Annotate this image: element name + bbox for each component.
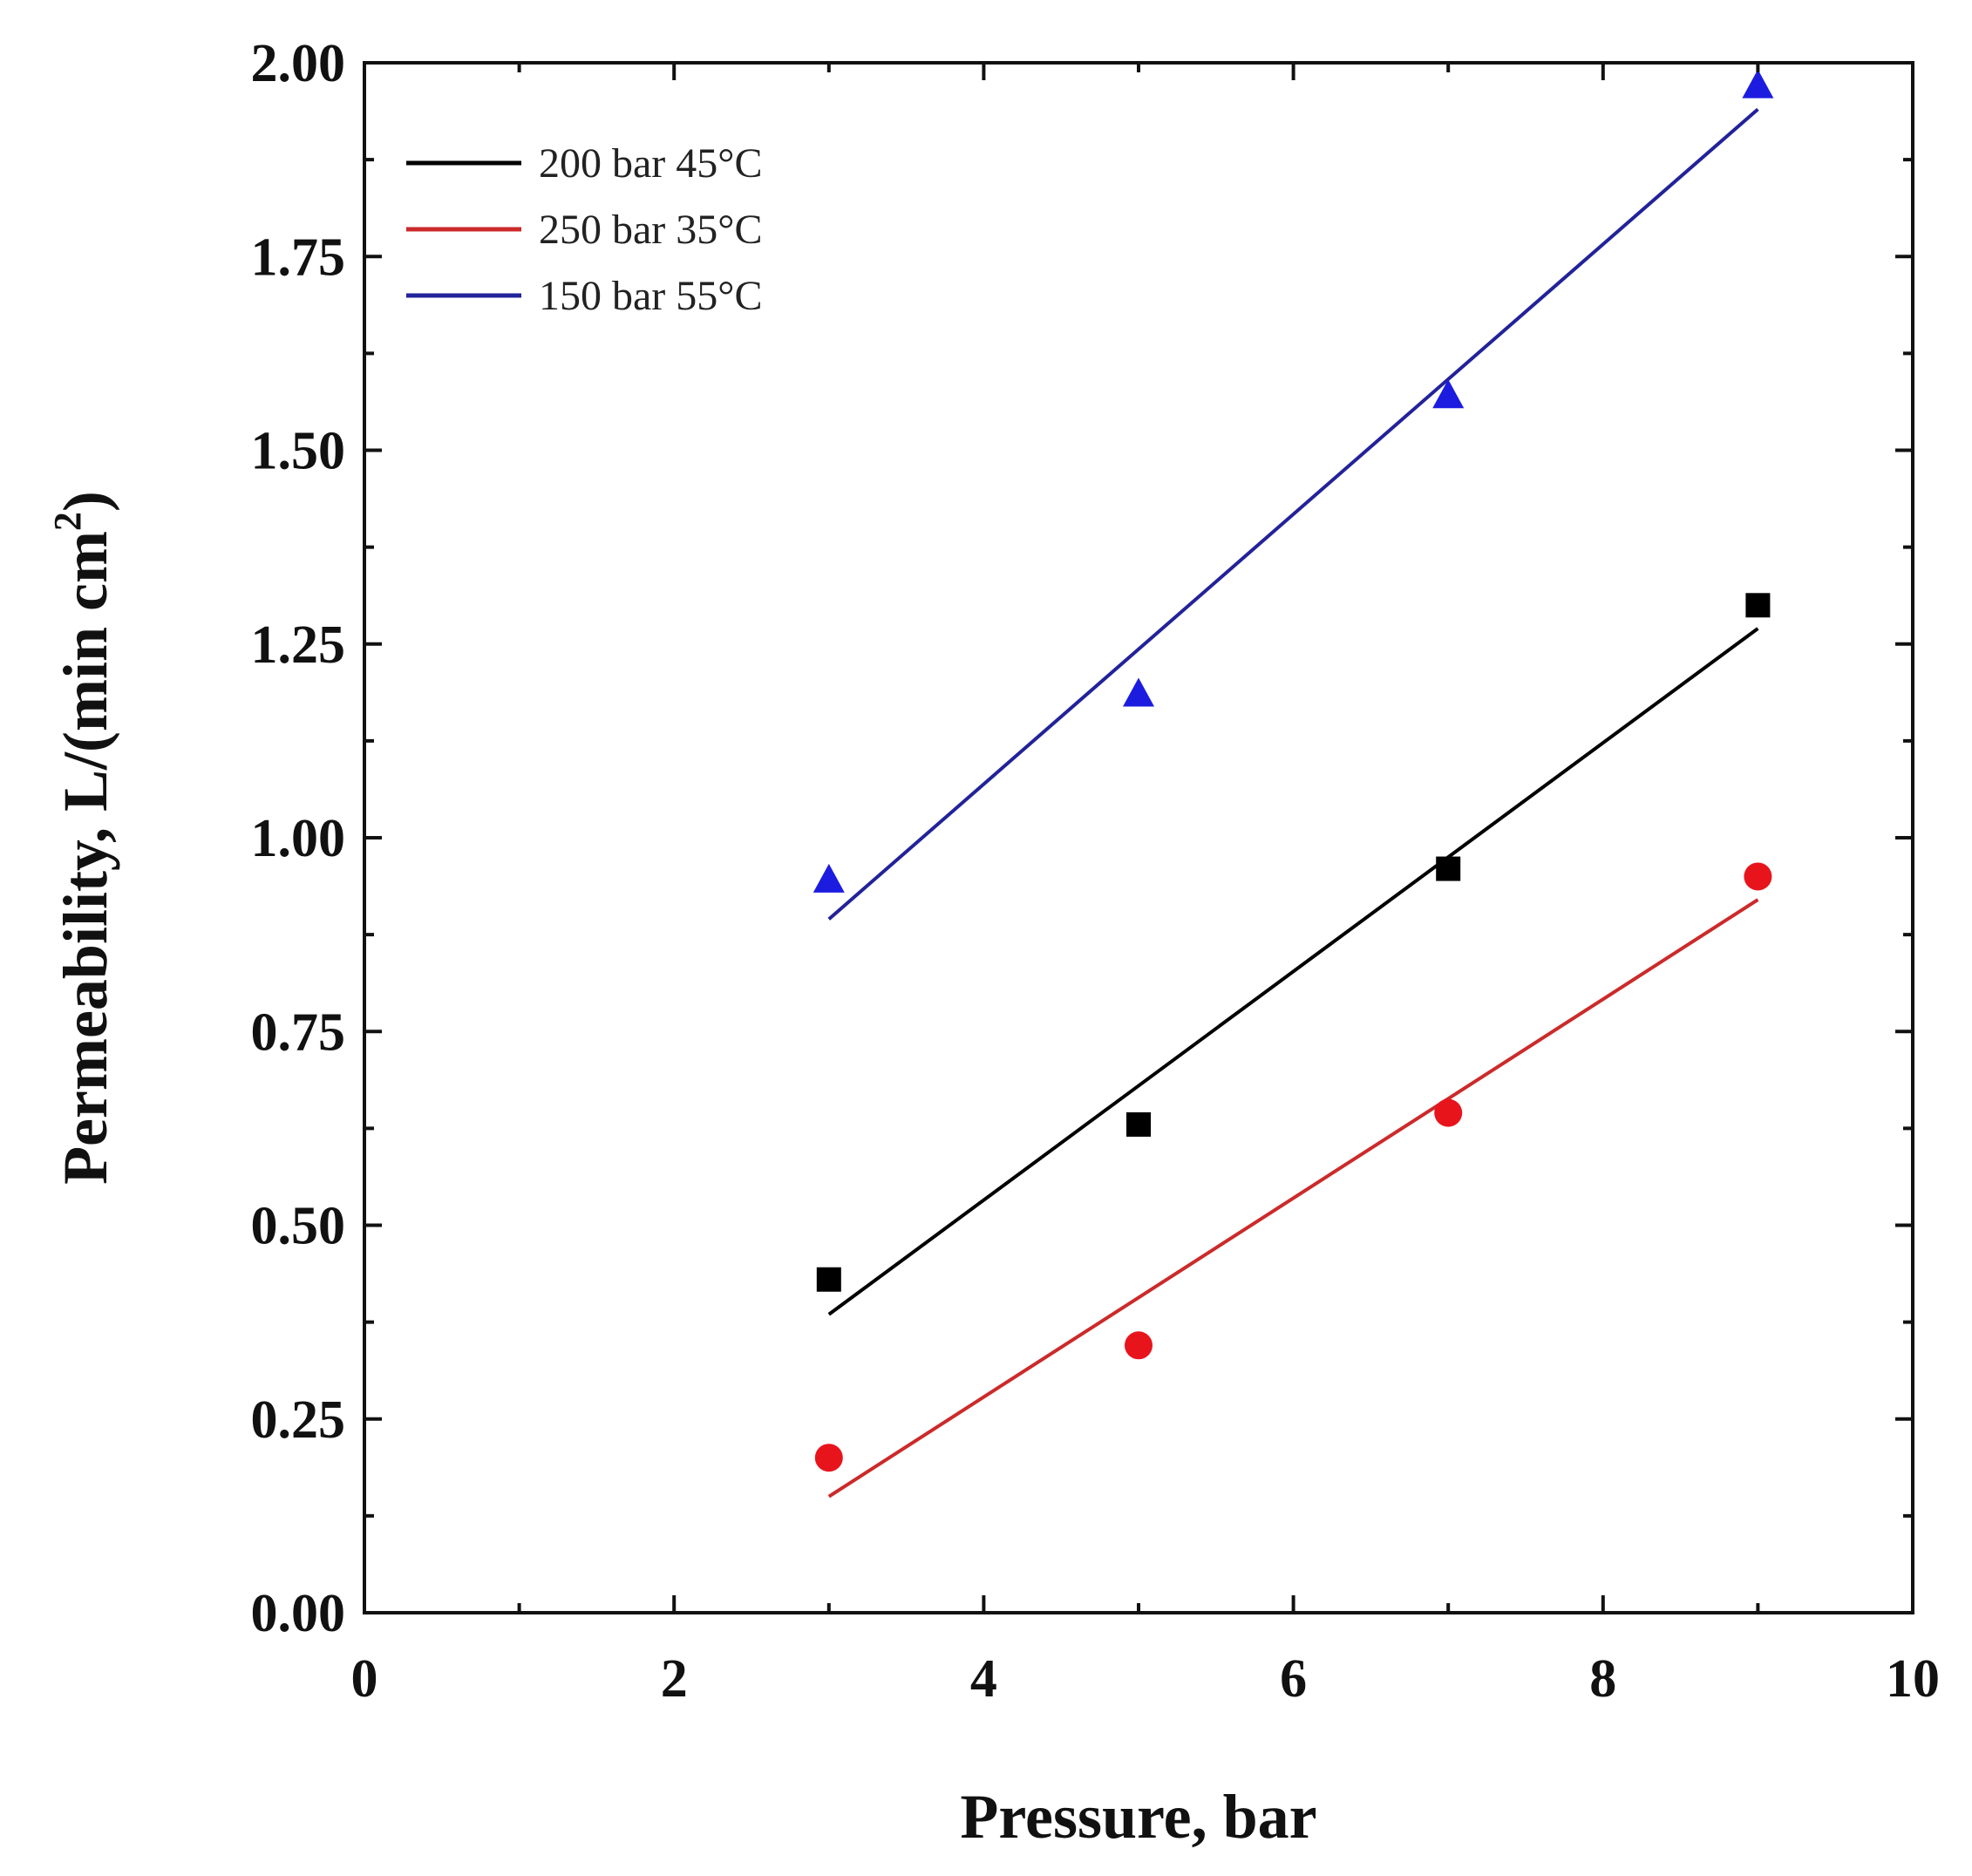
x-tick-label: 4 (970, 1649, 997, 1709)
y-tick-label: 0.50 (251, 1197, 346, 1256)
data-point-circle (814, 1444, 843, 1472)
ticks (363, 61, 1914, 1614)
y-tick-label: 0.75 (251, 1003, 346, 1062)
y-tick-label: 1.75 (251, 228, 346, 287)
x-tick-labels: 0 2 4 6 8 10 (351, 1649, 1941, 1709)
legend: 200 bar 45°C 250 bar 35°C 150 bar 55°C (406, 140, 763, 319)
fit-line-series-1 (827, 627, 1759, 1316)
markers (813, 69, 1774, 1472)
data-point-triangle (1742, 69, 1774, 99)
y-axis-title-superscript: 2 (46, 512, 89, 531)
y-tick-label: 1.00 (251, 809, 346, 868)
x-tick-label: 10 (1886, 1649, 1940, 1709)
fit-line-series-2 (827, 898, 1759, 1499)
y-tick-label: 0.25 (251, 1390, 346, 1450)
y-axis-title: Permeability, L/(min cm2) (46, 491, 120, 1185)
data-point-square (1745, 593, 1771, 618)
data-point-triangle (1123, 677, 1154, 707)
y-tick-label: 2.00 (251, 34, 346, 93)
legend-label-series-3: 150 bar 55°C (539, 273, 763, 319)
y-tick-label: 0.00 (251, 1584, 346, 1643)
data-point-square (1126, 1111, 1151, 1137)
fit-lines (827, 107, 1759, 1499)
data-point-square (1436, 856, 1461, 881)
x-axis-title: Pressure, bar (960, 1782, 1316, 1852)
data-point-triangle (813, 863, 845, 893)
y-tick-label: 1.50 (251, 422, 346, 481)
data-point-square (816, 1267, 841, 1292)
y-axis-title-main: Permeability, L/(min cm (51, 531, 120, 1185)
data-point-circle (1744, 862, 1772, 891)
x-tick-label: 0 (351, 1649, 378, 1709)
legend-label-series-1: 200 bar 45°C (539, 140, 763, 187)
data-point-circle (1125, 1331, 1153, 1360)
x-tick-label: 8 (1589, 1649, 1616, 1709)
legend-label-series-2: 250 bar 35°C (539, 207, 763, 253)
y-tick-label: 1.25 (251, 615, 346, 675)
x-tick-label: 2 (661, 1649, 688, 1709)
y-axis-title-close: ) (51, 491, 120, 512)
data-point-circle (1434, 1098, 1463, 1127)
y-tick-labels: 0.00 0.25 0.50 0.75 1.00 1.25 1.50 1.75 2.00 (251, 34, 346, 1643)
fit-line-series-3 (827, 107, 1759, 921)
data-point-triangle (1432, 379, 1465, 409)
x-tick-label: 6 (1280, 1649, 1307, 1709)
